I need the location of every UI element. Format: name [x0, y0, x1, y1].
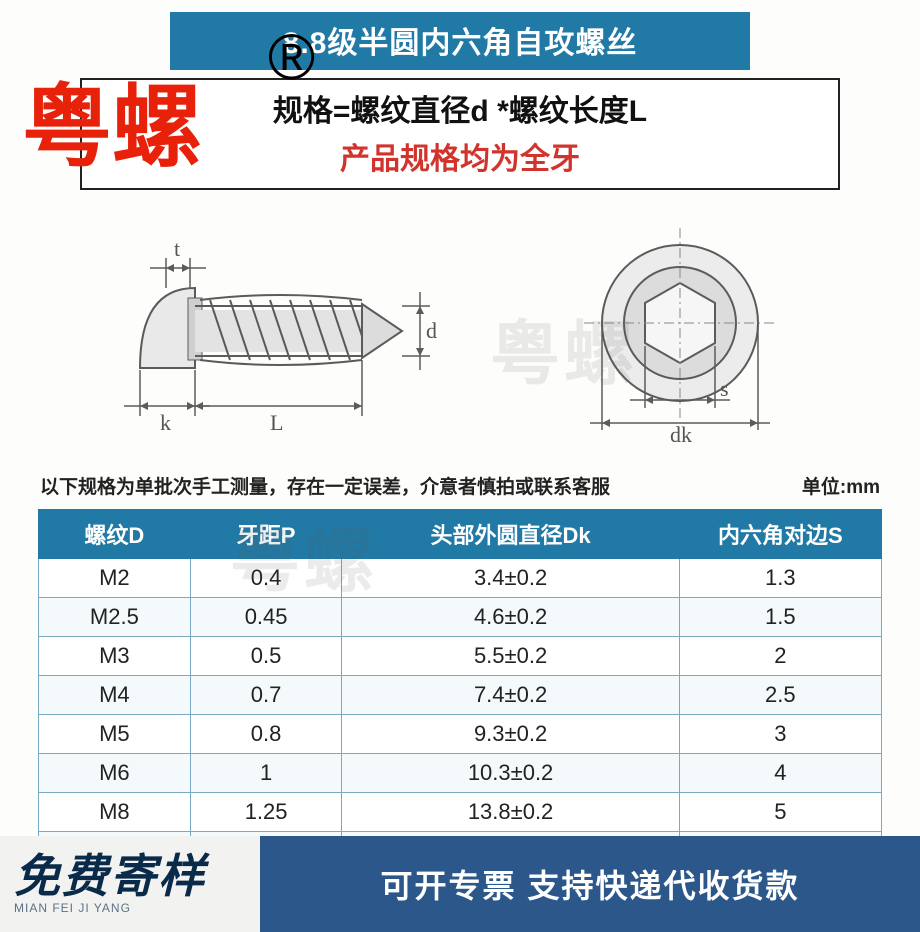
table-cell: 4 — [679, 754, 881, 793]
table-row: M30.55.5±0.22 — [39, 637, 882, 676]
table-cell: 1.25 — [190, 793, 342, 832]
screw-top-diagram: s dk — [570, 228, 830, 448]
col-header: 螺纹D — [39, 510, 191, 559]
table-cell: M2.5 — [39, 598, 191, 637]
footer-left-sub: MIAN FEI JI YANG — [14, 901, 260, 915]
dim-k: k — [160, 410, 171, 435]
footer-left-main: 免费寄样 — [14, 853, 260, 899]
table-cell: M8 — [39, 793, 191, 832]
table-row: M6110.3±0.24 — [39, 754, 882, 793]
table-cell: 1 — [190, 754, 342, 793]
table-cell: 2 — [679, 637, 881, 676]
table-cell: 5.5±0.2 — [342, 637, 679, 676]
col-header: 牙距P — [190, 510, 342, 559]
table-cell: 0.8 — [190, 715, 342, 754]
title-bar: 8.8级半圆内六角自攻螺丝 — [170, 12, 750, 70]
dim-d: d — [426, 318, 437, 343]
screw-side-diagram: t d k L — [100, 218, 440, 448]
table-cell: 3 — [679, 715, 881, 754]
brand-watermark: 粤螺 — [22, 54, 202, 184]
table-cell: 1.5 — [679, 598, 881, 637]
footer-right: 可开专票 支持快递代收货款 — [260, 836, 920, 932]
col-header: 内六角对边S — [679, 510, 881, 559]
table-row: M81.2513.8±0.25 — [39, 793, 882, 832]
dim-t: t — [174, 236, 180, 261]
table-cell: 0.5 — [190, 637, 342, 676]
table-cell: 0.45 — [190, 598, 342, 637]
table-cell: 7.4±0.2 — [342, 676, 679, 715]
dim-L: L — [270, 410, 283, 435]
table-row: M40.77.4±0.22.5 — [39, 676, 882, 715]
table-cell: 0.4 — [190, 559, 342, 598]
table-cell: 4.6±0.2 — [342, 598, 679, 637]
notice-row: 以下规格为单批次手工测量，存在一定误差，介意者慎拍或联系客服 单位:mm — [40, 472, 880, 499]
diagram-zone: t d k L s — [0, 208, 920, 458]
table-row: M20.43.4±0.21.3 — [39, 559, 882, 598]
dim-dk: dk — [670, 422, 692, 447]
dim-s: s — [720, 376, 729, 401]
table-cell: M4 — [39, 676, 191, 715]
table-cell: 13.8±0.2 — [342, 793, 679, 832]
col-header: 头部外圆直径Dk — [342, 510, 679, 559]
table-cell: 9.3±0.2 — [342, 715, 679, 754]
table-cell: 5 — [679, 793, 881, 832]
registered-mark: ® — [268, 20, 315, 94]
footer: 免费寄样 MIAN FEI JI YANG 可开专票 支持快递代收货款 — [0, 836, 920, 932]
table-cell: 2.5 — [679, 676, 881, 715]
table-cell: 10.3±0.2 — [342, 754, 679, 793]
notice-left: 以下规格为单批次手工测量，存在一定误差，介意者慎拍或联系客服 — [40, 472, 610, 499]
table-cell: M3 — [39, 637, 191, 676]
table-cell: M5 — [39, 715, 191, 754]
table-cell: M2 — [39, 559, 191, 598]
notice-right: 单位:mm — [802, 472, 880, 499]
footer-left: 免费寄样 MIAN FEI JI YANG — [0, 836, 260, 932]
table-cell: 0.7 — [190, 676, 342, 715]
table-row: M50.89.3±0.23 — [39, 715, 882, 754]
table-cell: M6 — [39, 754, 191, 793]
table-row: M2.50.454.6±0.21.5 — [39, 598, 882, 637]
spec-table: 螺纹D牙距P头部外圆直径Dk内六角对边S M20.43.4±0.21.3M2.5… — [38, 509, 882, 871]
table-cell: 1.3 — [679, 559, 881, 598]
table-cell: 3.4±0.2 — [342, 559, 679, 598]
